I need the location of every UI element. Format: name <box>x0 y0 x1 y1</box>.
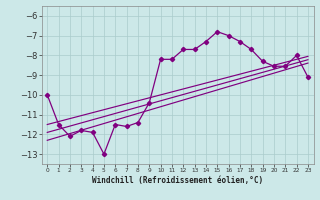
X-axis label: Windchill (Refroidissement éolien,°C): Windchill (Refroidissement éolien,°C) <box>92 176 263 185</box>
